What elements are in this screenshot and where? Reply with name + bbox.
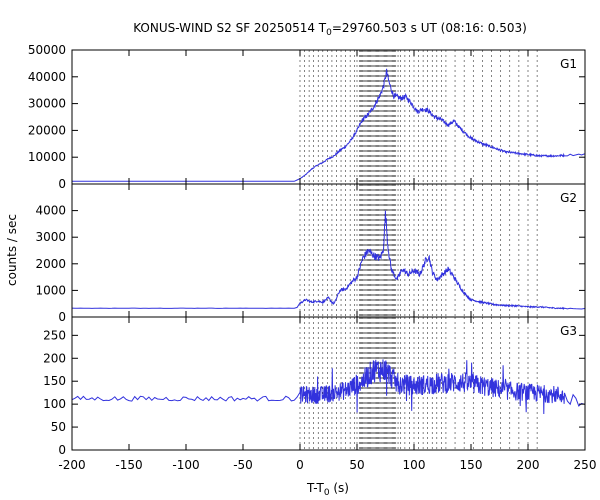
y-tick-label: 4000 <box>35 204 66 218</box>
y-tick-label: 50000 <box>28 43 66 57</box>
panel-label-g1: G1 <box>560 57 577 71</box>
y-tick-label: 250 <box>43 328 66 342</box>
x-axis-label: T-T0 (s) <box>306 481 349 498</box>
y-tick-label: 100 <box>43 397 66 411</box>
chart-title: KONUS-WIND S2 SF 20250514 T0=29760.503 s… <box>133 21 527 38</box>
light-curve-g3 <box>72 359 585 414</box>
y-tick-label: 200 <box>43 351 66 365</box>
x-tick-label: 50 <box>349 458 364 472</box>
y-tick-label: 30000 <box>28 97 66 111</box>
y-tick-label: 10000 <box>28 150 66 164</box>
y-tick-label: 3000 <box>35 230 66 244</box>
x-tick-label: -100 <box>172 458 199 472</box>
x-tick-label: 100 <box>403 458 426 472</box>
y-tick-label: 40000 <box>28 70 66 84</box>
panel-label-g3: G3 <box>560 324 577 338</box>
y-tick-label: 0 <box>58 310 66 324</box>
y-tick-label: 50 <box>51 420 66 434</box>
y-tick-label: 20000 <box>28 123 66 137</box>
chart: KONUS-WIND S2 SF 20250514 T0=29760.503 s… <box>0 0 600 500</box>
x-tick-label: 200 <box>517 458 540 472</box>
x-tick-label: 0 <box>296 458 304 472</box>
x-tick-label: -50 <box>233 458 253 472</box>
x-tick-label: -200 <box>58 458 85 472</box>
light-curve-g2 <box>72 211 585 309</box>
light-curve-g1 <box>72 69 585 182</box>
y-tick-label: 150 <box>43 374 66 388</box>
y-tick-label: 0 <box>58 443 66 457</box>
y-tick-label: 2000 <box>35 257 66 271</box>
y-tick-label: 0 <box>58 177 66 191</box>
panel-label-g2: G2 <box>560 191 577 205</box>
panel-frame <box>72 50 585 184</box>
y-axis-label: counts / sec <box>5 214 19 286</box>
y-tick-label: 1000 <box>35 283 66 297</box>
x-tick-label: -150 <box>115 458 142 472</box>
x-tick-label: 150 <box>460 458 483 472</box>
x-tick-label: 250 <box>574 458 597 472</box>
